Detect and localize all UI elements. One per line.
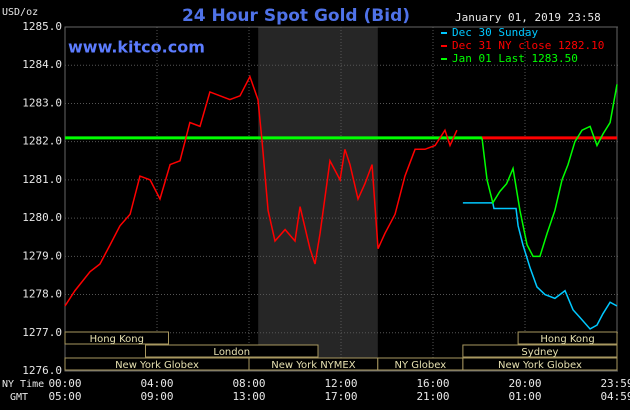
legend-label: Dec 30 Sunday [452,26,538,39]
legend-label: Dec 31 NY close 1282.10 [452,39,604,52]
shaded-session [258,27,378,371]
gmt-tick-label: 05:00 [48,390,81,403]
gmt-tick-label: 13:00 [232,390,265,403]
gmt-tick-label: 01:00 [508,390,541,403]
session-box [517,331,618,345]
x-tick-label: 16:00 [416,377,449,390]
y-tick-label: 1283.0 [22,96,62,109]
session-label: New York Globex [115,360,199,371]
timestamp: January 01, 2019 23:58 [455,11,601,24]
session-box [64,331,169,345]
session-label: New York NYMEX [271,360,356,371]
y-tick-label: 1285.0 [22,20,62,33]
gmt-tick-label: 04:59 [600,390,630,403]
plot-frame [64,26,618,372]
session-box [462,357,618,371]
session-label: NY Globex [395,360,447,371]
session-label: Hong Kong [90,334,144,345]
x-axis-label: NY Time [2,379,44,390]
gmt-tick-label: 21:00 [416,390,449,403]
x-tick-label: 04:00 [140,377,173,390]
session-label: Hong Kong [540,334,594,345]
y-tick-label: 1284.0 [22,58,62,71]
y-tick-label: 1280.0 [22,211,62,224]
x-tick-label: 20:00 [508,377,541,390]
price-line [64,74,458,307]
y-tick-label: 1279.0 [22,249,62,262]
y-tick-label: 1281.0 [22,173,62,186]
x-tick-label: 00:00 [48,377,81,390]
x-tick-label: 08:00 [232,377,265,390]
x-axis-label: GMT [10,392,28,403]
y-tick-label: 1276.0 [22,364,62,377]
gmt-tick-label: 09:00 [140,390,173,403]
session-label: New York Globex [498,360,582,371]
price-line [462,202,618,330]
session-label: Sydney [521,347,558,358]
site-url: www.kitco.com [68,38,205,57]
x-tick-label: 23:59 [600,377,630,390]
y-tick-label: 1278.0 [22,288,62,301]
legend-label: Jan 01 Last 1283.50 [452,52,578,65]
session-box [145,344,319,358]
y-tick-label: 1282.0 [22,135,62,148]
session-box [462,344,618,358]
x-tick-label: 12:00 [324,377,357,390]
y-unit: USD/oz [2,7,38,18]
gmt-tick-label: 17:00 [324,390,357,403]
session-label: London [213,347,250,358]
y-tick-label: 1277.0 [22,326,62,339]
chart-title: 24 Hour Spot Gold (Bid) [182,6,410,26]
price-line [481,84,618,258]
